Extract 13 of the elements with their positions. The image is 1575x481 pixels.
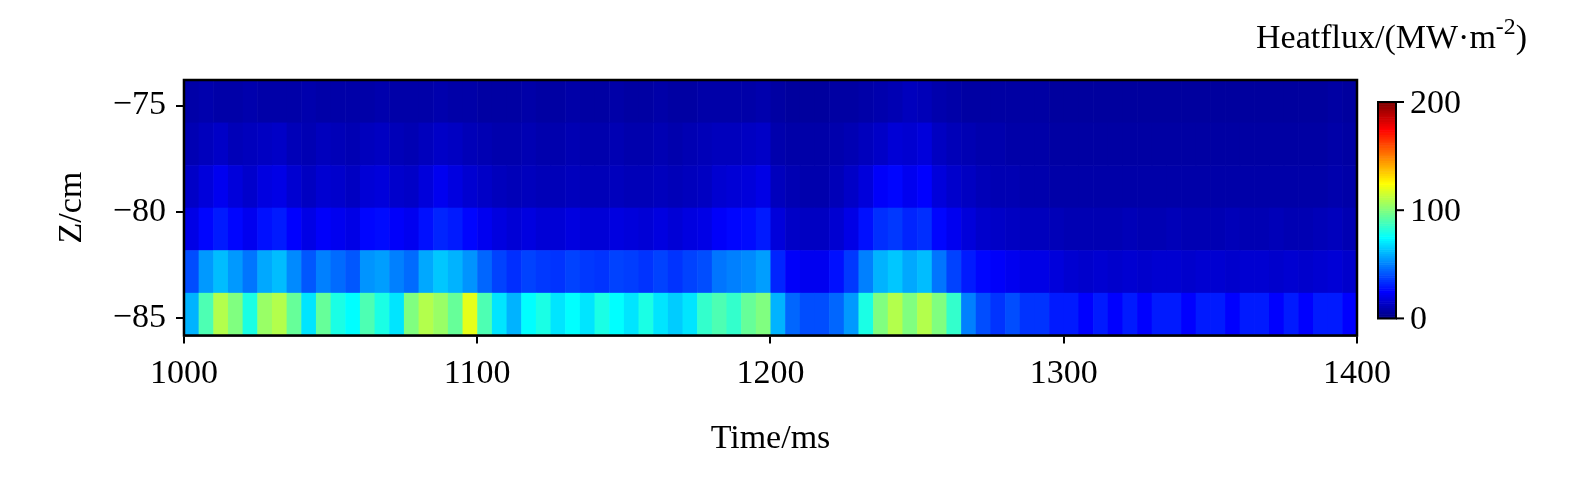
color-bar-label: 200 <box>1410 82 1461 120</box>
y-tick-label: −85 <box>112 297 166 335</box>
x-tick-label: 1300 <box>1029 352 1098 390</box>
x-tick-label: 1200 <box>736 352 805 390</box>
y-tick-label: −75 <box>112 84 166 122</box>
y-axis-title: Z/cm <box>51 171 89 244</box>
color-bar-label: 0 <box>1410 299 1427 337</box>
x-tick-label: 1400 <box>1323 352 1391 390</box>
x-tick-label: 1100 <box>443 352 511 390</box>
x-axis-title: Time/ms <box>710 417 831 455</box>
y-tick-label: −80 <box>112 190 166 228</box>
x-tick-label: 1000 <box>149 352 218 390</box>
color-bar-label: 100 <box>1410 191 1461 229</box>
